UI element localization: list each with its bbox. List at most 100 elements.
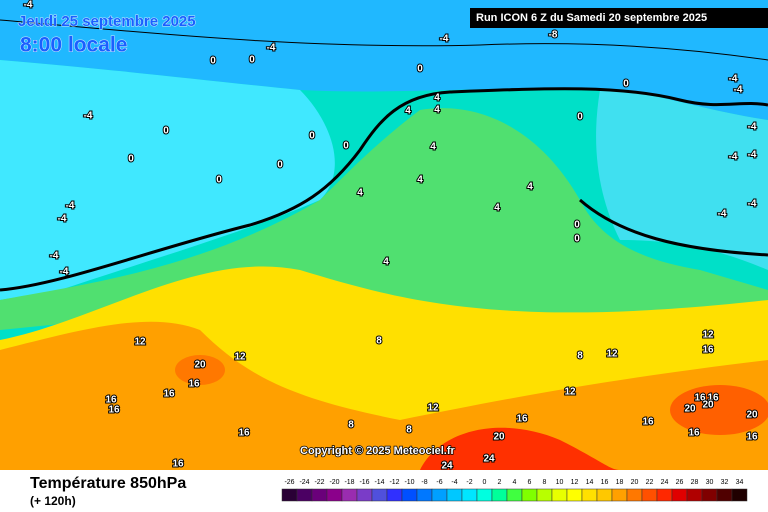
contour-label: 0 [249, 55, 255, 66]
contour-label: 4 [405, 106, 411, 117]
contour-label: -4 [440, 34, 449, 45]
contour-label: 4 [357, 188, 363, 199]
contour-label: 0 [309, 131, 315, 142]
contour-label: 16 [746, 432, 758, 443]
contour-label: 20 [684, 404, 696, 415]
contour-label: 12 [427, 403, 439, 414]
run-info: Run ICON 6 Z du Samedi 20 septembre 2025 [476, 12, 707, 24]
contour-label: 16 [642, 417, 654, 428]
scale-label: 12 [571, 479, 579, 486]
scale-swatch [446, 488, 463, 502]
scale-swatch [386, 488, 403, 502]
scale-label: -4 [451, 479, 457, 486]
contour-label: -4 [734, 85, 743, 96]
contour-label: 8 [376, 336, 382, 347]
contour-label: 16 [105, 395, 117, 406]
contour-label: 0 [128, 154, 134, 165]
scale-swatch [656, 488, 673, 502]
scale-label: 16 [601, 479, 609, 486]
contour-label: -4 [50, 251, 59, 262]
scale-swatch [671, 488, 688, 502]
scale-swatch [341, 488, 358, 502]
contour-label: 4 [494, 203, 500, 214]
contour-label: 0 [163, 126, 169, 137]
scale-label: 26 [676, 479, 684, 486]
scale-swatch [686, 488, 703, 502]
scale-label: 0 [483, 479, 487, 486]
scale-label: 14 [586, 479, 594, 486]
contour-label: -4 [60, 267, 69, 278]
contour-label: -4 [748, 199, 757, 210]
contour-label: -4 [729, 74, 738, 85]
scale-label: -10 [404, 479, 414, 486]
contour-label: -4 [729, 152, 738, 163]
contour-label: 0 [574, 234, 580, 245]
contour-label: 0 [574, 220, 580, 231]
scale-swatch [356, 488, 373, 502]
contour-label: 12 [702, 330, 714, 341]
scale-swatch [521, 488, 538, 502]
scale-label: 32 [721, 479, 729, 486]
contour-label: 16 [688, 428, 700, 439]
contour-label: 4 [527, 182, 533, 193]
scale-label: -14 [374, 479, 384, 486]
scale-swatch [626, 488, 643, 502]
contour-label: 4 [434, 93, 440, 104]
scale-label: -8 [421, 479, 427, 486]
scale-swatch [551, 488, 568, 502]
scale-swatch [401, 488, 418, 502]
scale-label: 2 [498, 479, 502, 486]
scale-label: 4 [513, 479, 517, 486]
scale-swatch [701, 488, 718, 502]
contour-label: 20 [493, 432, 505, 443]
contour-label: 24 [441, 461, 453, 472]
legend-title: Température 850hPa [30, 475, 186, 492]
contour-label: 4 [383, 257, 389, 268]
contour-label: 8 [406, 425, 412, 436]
scale-swatch [506, 488, 523, 502]
run-box [470, 8, 768, 28]
contour-label: 4 [434, 105, 440, 116]
forecast-date: Jeudi 25 septembre 2025 [18, 13, 196, 30]
scale-swatch [491, 488, 508, 502]
contour-label: -4 [748, 150, 757, 161]
copyright: Copyright © 2025 Meteociel.fr [300, 445, 456, 457]
scale-swatch [611, 488, 628, 502]
contour-label: 0 [216, 175, 222, 186]
contour-label: 16 [163, 389, 175, 400]
scale-label: -2 [466, 479, 472, 486]
contour-label: -4 [24, 0, 33, 11]
scale-swatch [731, 488, 748, 502]
contour-label: -4 [718, 209, 727, 220]
contour-label: 8 [577, 351, 583, 362]
scale-label: 8 [543, 479, 547, 486]
scale-swatch [326, 488, 343, 502]
contour-label: 16 [694, 393, 706, 404]
contour-label: 16 [108, 405, 120, 416]
scale-label: 18 [616, 479, 624, 486]
scale-swatch [716, 488, 733, 502]
scale-label: 22 [646, 479, 654, 486]
scale-label: -12 [389, 479, 399, 486]
scale-swatch [476, 488, 493, 502]
contour-label: 0 [417, 64, 423, 75]
contour-label: 0 [210, 56, 216, 67]
scale-label: -24 [299, 479, 309, 486]
scale-label: 28 [691, 479, 699, 486]
contour-label: -4 [84, 111, 93, 122]
contour-label: 4 [417, 175, 423, 186]
contour-label: -4 [66, 201, 75, 212]
contour-label: 0 [277, 160, 283, 171]
contour-label: 16 [188, 379, 200, 390]
scale-label: 30 [706, 479, 714, 486]
scale-label: -22 [314, 479, 324, 486]
contour-label: 16 [238, 428, 250, 439]
scale-label: -26 [284, 479, 294, 486]
contour-label: 24 [483, 454, 495, 465]
contour-label: 16 [516, 414, 528, 425]
contour-label: 0 [623, 79, 629, 90]
contour-label: -4 [267, 43, 276, 54]
contour-label: 20 [194, 360, 206, 371]
